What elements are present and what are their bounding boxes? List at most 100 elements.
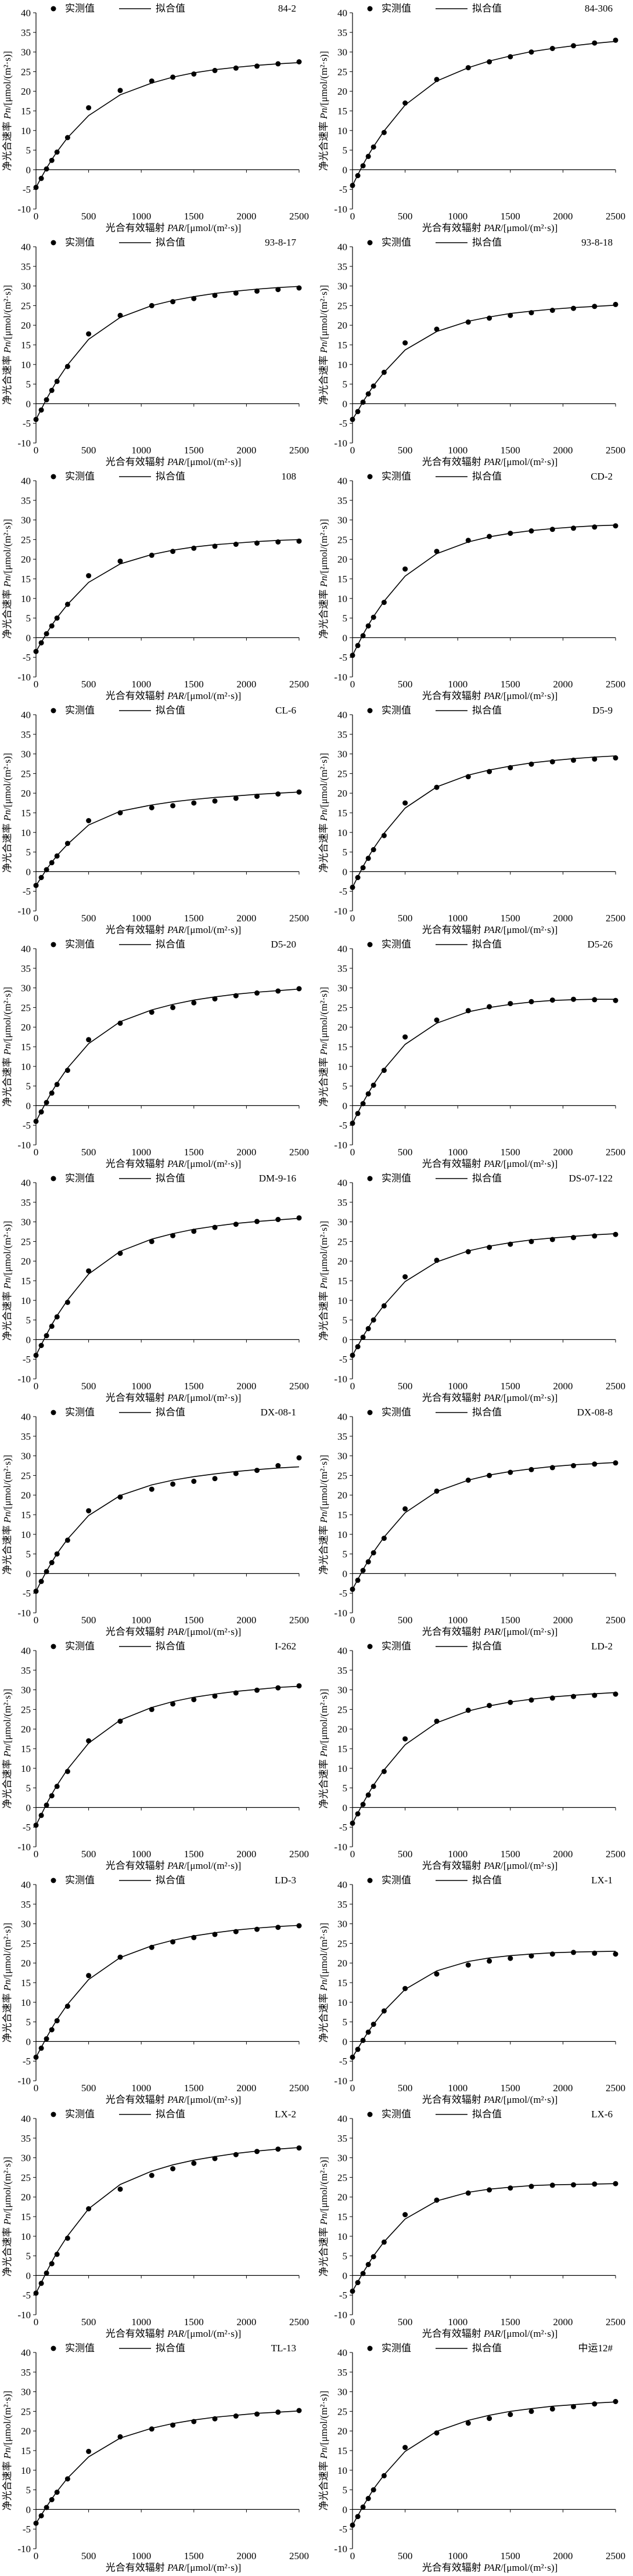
x-tick-label: 0 (350, 2083, 355, 2094)
x-tick-label: 2500 (289, 1849, 309, 1860)
measured-point (44, 1802, 49, 1808)
y-axis-label-unit: /[μmol/(m²·s)] (318, 285, 329, 342)
measured-point (350, 884, 355, 890)
measured-point (487, 769, 492, 774)
measured-point (465, 2420, 471, 2426)
legend-label-fitted: 拟合值 (472, 1875, 502, 1886)
x-axis-label-unit: /[μmol/(m²·s)] (501, 1392, 558, 1403)
y-tick-label: 5 (26, 145, 31, 156)
measured-point (117, 1954, 123, 1960)
measured-point (117, 1718, 123, 1724)
y-tick-label: 30 (337, 1451, 347, 1462)
y-tick-label: 30 (21, 2153, 31, 2164)
y-tick-label: -10 (334, 906, 347, 917)
x-axis-label-unit: /[μmol/(m²·s)] (184, 1392, 241, 1403)
y-tick-label: 25 (337, 2172, 347, 2183)
y-tick-label: 30 (337, 281, 347, 292)
fitted-curve (35, 1685, 300, 1826)
y-tick-label: -10 (334, 438, 347, 449)
y-tick-label: 15 (21, 1042, 31, 1053)
measured-point (528, 761, 534, 767)
legend-marker-measured (367, 1176, 373, 1181)
y-axis-label-unit: /[μmol/(m²·s)] (2, 51, 13, 108)
y-tick-label: 20 (21, 1958, 31, 1969)
y-axis-label-unit: /[μmol/(m²·s)] (318, 1689, 329, 1746)
chart-title: I-262 (275, 1641, 296, 1652)
x-tick-label: 2000 (236, 2316, 256, 2328)
legend-marker-measured (51, 942, 56, 947)
measured-point (296, 1455, 302, 1461)
x-axis-label: 光合有效辐射 PAR/[μmol/(m²·s)] (422, 2094, 558, 2105)
measured-point (465, 538, 471, 543)
y-axis-label-var: Pn (318, 1044, 329, 1055)
y-axis-label: 净光合速率 Pn/[μmol/(m²·s)] (318, 1221, 329, 1341)
x-axis-label: 光合有效辐射 PAR/[μmol/(m²·s)] (106, 1626, 241, 1637)
y-axis-label: 净光合速率 Pn/[μmol/(m²·s)] (318, 987, 329, 1107)
y-tick-label: 15 (21, 1276, 31, 1287)
x-axis-label: 光合有效辐射 PAR/[μmol/(m²·s)] (106, 222, 241, 233)
measured-point (549, 759, 555, 765)
chart-panel: -10 -5 0 5 10 15 20 25 30 35 40 0 500 1000 1500 2000 250… (318, 705, 625, 935)
x-axis-label-var: PAR (483, 1860, 501, 1871)
x-tick-label: 2500 (606, 211, 625, 222)
y-tick-label: -10 (334, 1374, 347, 1385)
y-tick-label: 0 (26, 1334, 31, 1345)
x-tick-label: 2000 (553, 1381, 573, 1392)
legend-label-fitted: 拟合值 (472, 1641, 502, 1652)
measured-point (254, 1219, 260, 1224)
chart-title: TL-13 (271, 2343, 296, 2354)
y-tick-label: -10 (334, 2310, 347, 2321)
x-axis-label-var: PAR (483, 690, 501, 701)
x-tick-label: 1500 (501, 1381, 520, 1392)
x-tick-label: 500 (398, 1381, 413, 1392)
y-tick-label: 15 (21, 106, 31, 117)
x-tick-label: 1000 (131, 211, 151, 222)
fitted-curve (35, 1925, 300, 2058)
measured-point (149, 1706, 154, 1712)
y-tick-label: 20 (337, 1256, 347, 1267)
y-tick-label: 10 (21, 2231, 31, 2242)
y-axis-label-prefix: 净光合速率 (318, 821, 329, 873)
x-tick-label: 0 (34, 445, 39, 456)
measured-point (528, 2408, 534, 2414)
y-axis-label-prefix: 净光合速率 (318, 587, 329, 639)
x-tick-label: 1500 (184, 1147, 204, 1158)
y-axis-label-unit: /[μmol/(m²·s)] (2, 1455, 13, 1512)
measured-point (149, 2173, 154, 2178)
x-tick-label: 500 (398, 2316, 413, 2328)
y-tick-label: -10 (17, 1608, 31, 1619)
y-tick-label: 20 (21, 2192, 31, 2203)
measured-point (64, 363, 70, 369)
x-axis-label-var: PAR (167, 1626, 185, 1637)
measured-point (296, 1923, 302, 1929)
y-tick-label: 40 (337, 2113, 347, 2124)
measured-point (613, 1951, 618, 1957)
measured-point (254, 990, 260, 996)
measured-point (86, 2206, 92, 2211)
measured-point (350, 2288, 355, 2294)
x-tick-label: 0 (350, 1381, 355, 1392)
y-axis-label: 净光合速率 Pn/[μmol/(m²·s)] (318, 1923, 329, 2042)
measured-point (296, 2145, 302, 2151)
legend-marker-measured (51, 708, 56, 714)
y-tick-label: 0 (26, 2036, 31, 2047)
y-tick-label: 5 (343, 2251, 348, 2262)
y-tick-label: 30 (337, 1685, 347, 1696)
y-tick-label: -5 (23, 2290, 31, 2301)
fitted-curve (35, 62, 300, 188)
y-tick-label: -5 (339, 418, 347, 429)
measured-point (434, 1971, 440, 1977)
measured-point (528, 1467, 534, 1472)
measured-point (360, 1802, 366, 1807)
measured-point (33, 2054, 39, 2060)
measured-point (296, 59, 302, 64)
y-tick-label: 5 (343, 379, 348, 390)
measured-point (170, 299, 176, 305)
y-axis-label-unit: /[μmol/(m²·s)] (2, 1923, 13, 1980)
measured-point (117, 810, 123, 816)
y-axis-label-prefix: 净光合速率 (2, 587, 13, 639)
x-tick-label: 500 (398, 913, 413, 924)
legend-label-measured: 实测值 (65, 1875, 95, 1886)
chart-panel: -10 -5 0 5 10 15 20 25 30 35 40 0 500 1000 1500 2000 250… (2, 471, 309, 701)
y-tick-label: -10 (17, 1842, 31, 1853)
